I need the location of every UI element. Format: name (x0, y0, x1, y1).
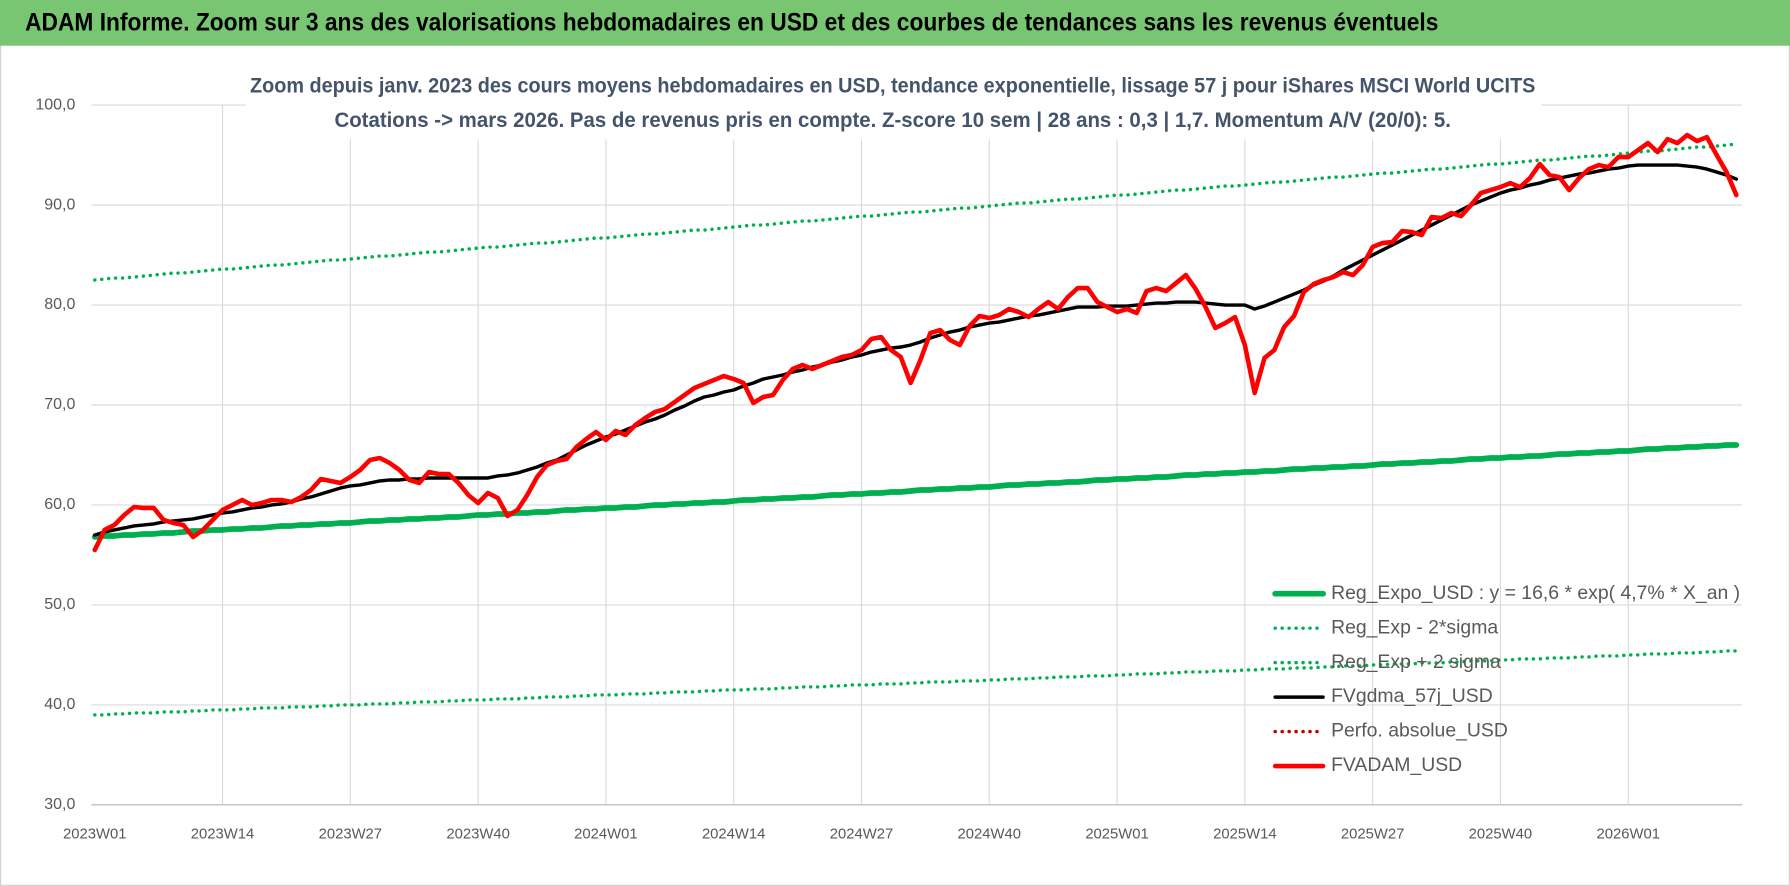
x-tick-label: 2025W27 (1341, 826, 1404, 842)
chart-title: Zoom depuis janv. 2023 des cours moyens … (250, 73, 1535, 98)
x-tick-label: 2024W27 (830, 826, 893, 842)
x-tick-label: 2024W01 (574, 826, 637, 842)
series-group (91, 132, 1740, 717)
series-line (91, 442, 1740, 540)
header-bar (0, 0, 1790, 46)
chart-subtitle: Cotations -> mars 2026. Pas de revenus p… (334, 107, 1450, 132)
y-tick-label: 90,0 (44, 196, 75, 213)
x-tick-label: 2023W14 (191, 826, 254, 842)
legend-label: Reg_Expo_USD : y = 16,6 * exp( 4,7% * X_… (1331, 582, 1740, 604)
y-tick-label: 30,0 (44, 796, 75, 813)
y-tick-label: 60,0 (44, 496, 75, 513)
y-tick-label: 50,0 (44, 596, 75, 613)
x-tick-label: 2023W40 (446, 826, 509, 842)
x-tick-label: 2024W40 (958, 826, 1021, 842)
x-tick-label: 2023W01 (63, 826, 126, 842)
series-line (93, 649, 1739, 717)
x-tick-label: 2024W14 (702, 826, 765, 842)
legend-label: FVgdma_57j_USD (1331, 685, 1493, 707)
x-tick-label: 2023W27 (319, 826, 382, 842)
header-title: ADAM Informe. Zoom sur 3 ans des valoris… (25, 9, 1438, 37)
series-line (93, 163, 1739, 537)
legend-label: FVADAM_USD (1331, 754, 1462, 776)
x-tick-label: 2025W14 (1213, 826, 1276, 842)
legend-label: Reg_Exp + 2 sigma (1331, 651, 1501, 673)
y-tick-label: 80,0 (44, 296, 75, 313)
legend: Reg_Expo_USD : y = 16,6 * exp( 4,7% * X_… (1272, 582, 1740, 776)
x-tick-label: 2025W01 (1085, 826, 1148, 842)
x-tick-label: 2026W01 (1596, 826, 1659, 842)
series-line (92, 132, 1739, 553)
legend-label: Perfo. absolue_USD (1331, 720, 1508, 742)
y-tick-label: 70,0 (44, 396, 75, 413)
y-tick-label: 40,0 (44, 696, 75, 713)
title-background (245, 68, 1542, 140)
y-tick-label: 100,0 (35, 96, 75, 113)
legend-label: Reg_Exp - 2*sigma (1331, 616, 1498, 638)
x-tick-label: 2025W40 (1469, 826, 1532, 842)
